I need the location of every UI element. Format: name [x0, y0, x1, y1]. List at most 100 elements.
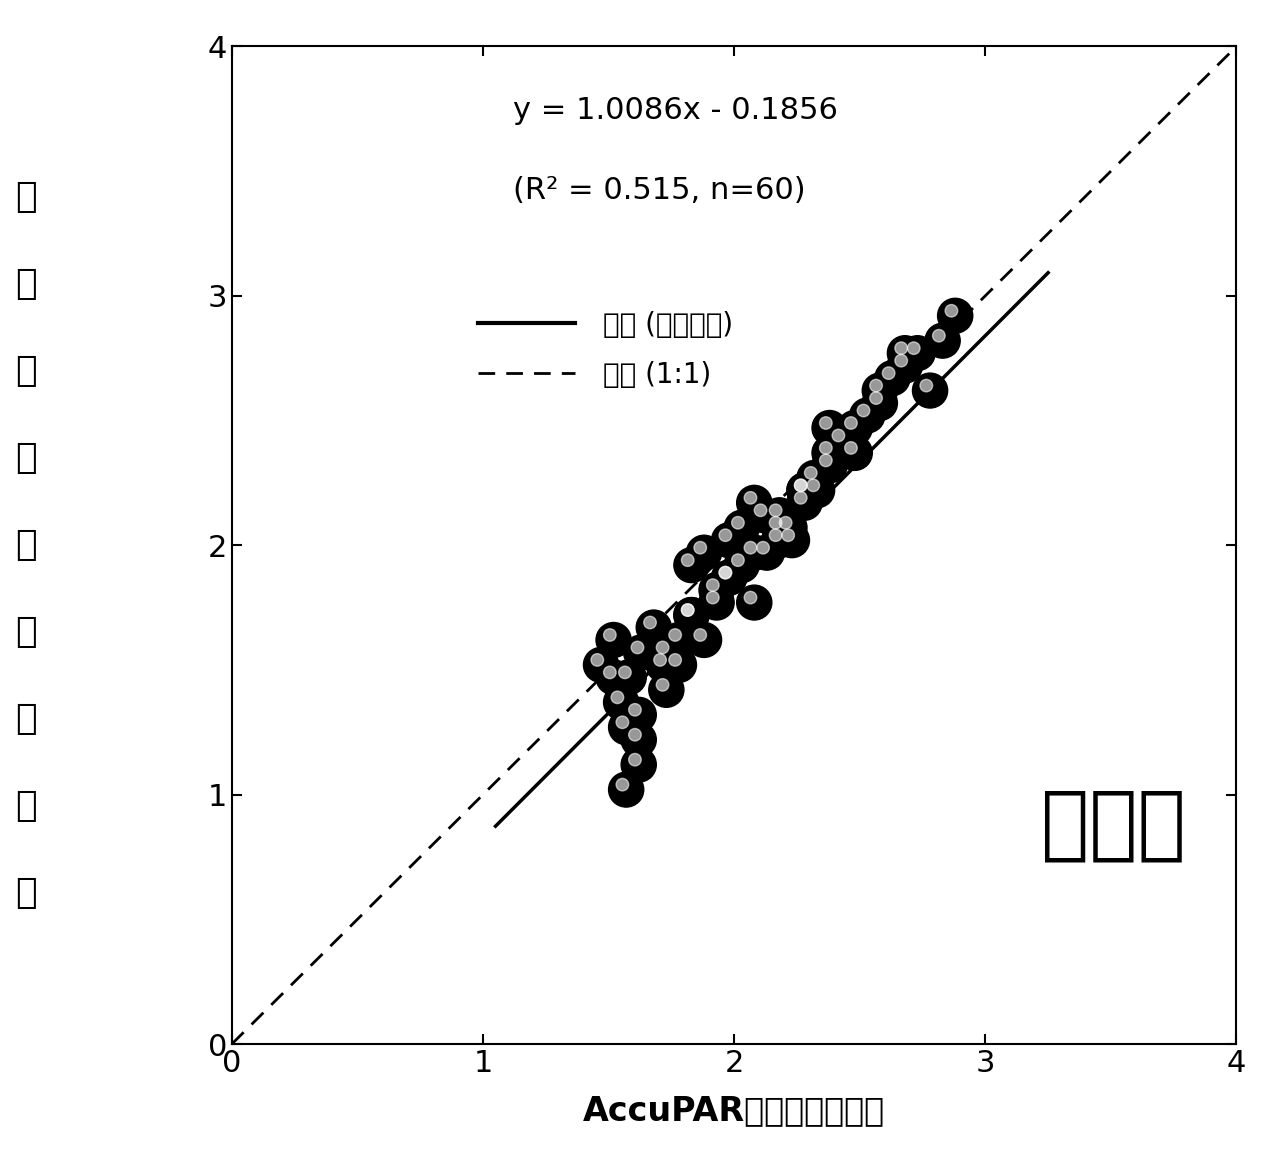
Circle shape — [737, 585, 772, 619]
Circle shape — [887, 348, 922, 383]
Circle shape — [912, 374, 948, 408]
Circle shape — [895, 342, 908, 355]
Circle shape — [769, 529, 782, 542]
Circle shape — [611, 660, 647, 695]
Circle shape — [611, 691, 623, 704]
Text: 花蔔期: 花蔔期 — [1042, 786, 1186, 864]
Circle shape — [795, 492, 808, 505]
Circle shape — [933, 329, 945, 342]
Circle shape — [707, 579, 719, 592]
Circle shape — [837, 435, 872, 471]
Text: y = 1.0086x - 0.1856: y = 1.0086x - 0.1856 — [513, 96, 838, 125]
Circle shape — [819, 455, 832, 466]
Text: 田: 田 — [15, 267, 36, 302]
Circle shape — [811, 448, 848, 483]
Circle shape — [629, 704, 641, 716]
Circle shape — [800, 473, 835, 508]
Circle shape — [945, 305, 958, 317]
Circle shape — [895, 355, 908, 367]
Circle shape — [869, 392, 882, 405]
Circle shape — [808, 479, 819, 492]
Circle shape — [604, 629, 616, 641]
Circle shape — [805, 466, 817, 479]
Circle shape — [711, 523, 747, 558]
Text: (R² = 0.515, n=60): (R² = 0.515, n=60) — [513, 176, 806, 205]
Circle shape — [875, 361, 909, 396]
Circle shape — [755, 505, 766, 516]
Circle shape — [707, 592, 719, 604]
Circle shape — [795, 479, 808, 492]
Text: 大: 大 — [15, 180, 36, 215]
Circle shape — [596, 660, 631, 695]
Circle shape — [845, 442, 858, 455]
Circle shape — [674, 548, 708, 582]
Circle shape — [761, 510, 797, 545]
X-axis label: AccuPAR测定叶面积指数: AccuPAR测定叶面积指数 — [583, 1095, 885, 1128]
Circle shape — [699, 573, 734, 608]
Circle shape — [787, 473, 822, 508]
Circle shape — [811, 435, 848, 471]
Circle shape — [694, 542, 707, 554]
Text: 数: 数 — [15, 876, 36, 911]
Circle shape — [681, 604, 694, 616]
Circle shape — [824, 423, 860, 458]
Circle shape — [674, 597, 708, 632]
Circle shape — [744, 592, 757, 604]
Circle shape — [787, 473, 822, 508]
Circle shape — [661, 623, 697, 658]
Circle shape — [661, 647, 697, 682]
Circle shape — [616, 716, 629, 728]
Circle shape — [596, 623, 631, 658]
Circle shape — [629, 754, 641, 766]
Circle shape — [644, 616, 657, 629]
Circle shape — [724, 548, 759, 582]
Circle shape — [925, 324, 960, 358]
Circle shape — [862, 385, 898, 421]
Circle shape — [621, 747, 657, 782]
Circle shape — [900, 335, 935, 371]
Text: 面: 面 — [15, 615, 36, 650]
Circle shape — [608, 773, 644, 807]
Circle shape — [657, 679, 668, 691]
Circle shape — [647, 647, 681, 682]
Circle shape — [687, 623, 721, 658]
Circle shape — [687, 535, 721, 571]
Circle shape — [845, 416, 858, 429]
Circle shape — [938, 298, 972, 333]
Circle shape — [920, 379, 933, 392]
Circle shape — [882, 367, 895, 379]
Circle shape — [711, 560, 747, 595]
Circle shape — [837, 411, 872, 445]
Circle shape — [623, 635, 658, 670]
Circle shape — [618, 666, 631, 679]
Circle shape — [629, 728, 641, 741]
Circle shape — [649, 635, 684, 670]
Circle shape — [616, 778, 629, 791]
Circle shape — [668, 629, 681, 641]
Circle shape — [887, 335, 922, 371]
Circle shape — [772, 510, 808, 545]
Circle shape — [649, 673, 684, 708]
Circle shape — [657, 641, 668, 654]
Circle shape — [862, 374, 898, 408]
Circle shape — [681, 554, 694, 566]
Text: 积: 积 — [15, 702, 36, 737]
Circle shape — [750, 535, 784, 571]
Circle shape — [737, 485, 772, 520]
Circle shape — [654, 654, 666, 666]
Text: 指: 指 — [15, 789, 36, 824]
Circle shape — [724, 510, 759, 545]
Circle shape — [631, 641, 644, 654]
Circle shape — [694, 629, 707, 641]
Circle shape — [819, 442, 832, 455]
Circle shape — [761, 498, 797, 532]
Circle shape — [819, 416, 832, 429]
Circle shape — [668, 654, 681, 666]
Circle shape — [583, 647, 618, 682]
Legend: 线性 (拟合曲线), 线性 (1:1): 线性 (拟合曲线), 线性 (1:1) — [466, 299, 744, 400]
Circle shape — [744, 492, 757, 505]
Circle shape — [732, 516, 744, 529]
Circle shape — [811, 411, 848, 445]
Circle shape — [774, 523, 809, 558]
Circle shape — [636, 610, 671, 645]
